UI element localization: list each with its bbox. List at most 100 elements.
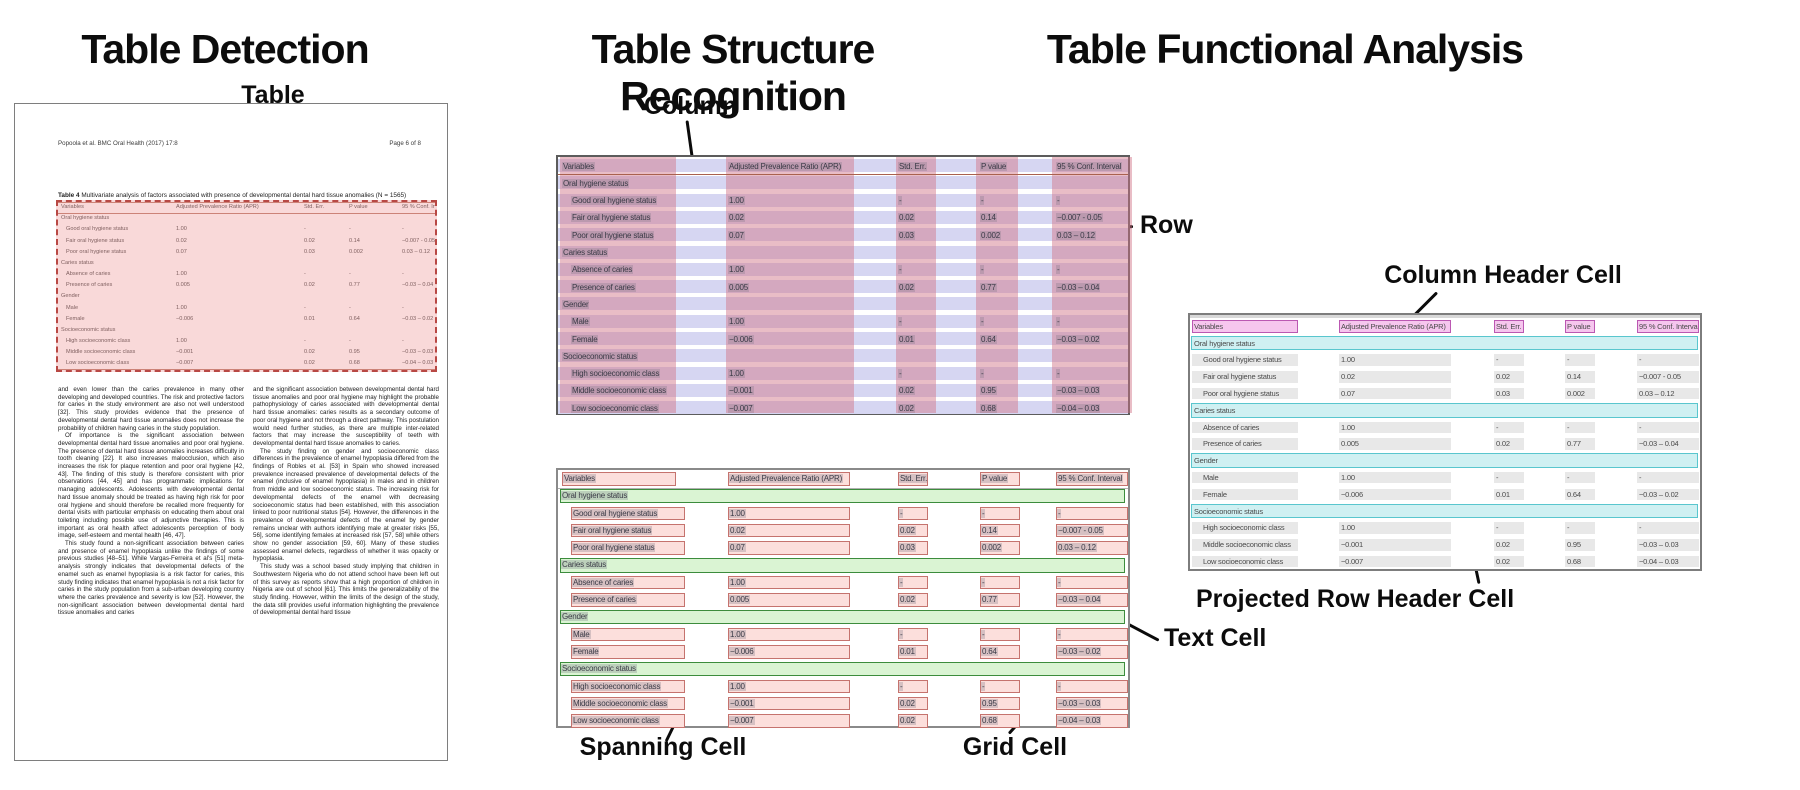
table-cell: 0.95 bbox=[980, 696, 1020, 711]
table-section-row: Gender bbox=[1190, 452, 1700, 469]
table-top-strip bbox=[1190, 315, 1700, 318]
table-cell: - bbox=[898, 265, 903, 275]
table-cell: 0.02 bbox=[304, 237, 315, 244]
table-rule bbox=[58, 368, 435, 370]
table-cell: - bbox=[1494, 471, 1524, 484]
table-section-row: Caries status bbox=[1190, 402, 1700, 419]
table-section-row: Caries status bbox=[58, 258, 435, 269]
table-section-row: Caries status bbox=[558, 244, 1128, 261]
column-header-cell: P value bbox=[980, 472, 1020, 486]
table-data-row: Low socioeconomic class −0.007 0.02 0.68 −0.… bbox=[558, 712, 1128, 729]
table-cell: 0.03 bbox=[304, 248, 315, 255]
table-cell: - bbox=[980, 506, 1020, 521]
table-cell: Female bbox=[1192, 488, 1298, 501]
table-data-row: Fair oral hygiene status 0.02 0.02 0.14 −0.0… bbox=[558, 209, 1128, 226]
table-cell: 0.03 bbox=[1494, 387, 1524, 400]
table-cell: −0.03 – 0.04 bbox=[402, 282, 434, 289]
table-cell: 0.02 bbox=[304, 282, 315, 289]
body-paragraph: The study finding on gender and socioeco… bbox=[253, 447, 439, 563]
table-cell: 0.02 bbox=[898, 523, 928, 538]
table-cell: 1.00 bbox=[1339, 522, 1451, 534]
table-cell: −0.007 - 0.05 bbox=[1637, 371, 1699, 383]
table-cell: High socioeconomic class bbox=[571, 679, 685, 694]
table-cell: 0.95 bbox=[980, 386, 997, 396]
table-cell: 1.00 bbox=[1339, 471, 1451, 484]
table-data-row: Middle socioeconomic class −0.001 0.02 0.95… bbox=[558, 382, 1128, 399]
table-cell: 0.02 bbox=[898, 403, 915, 413]
table-cell: −0.03 – 0.04 bbox=[1056, 282, 1101, 292]
table-cell: 1.00 bbox=[728, 265, 745, 275]
table-cell: Poor oral hygiene status bbox=[1192, 387, 1298, 400]
table-cell: −0.001 bbox=[1339, 539, 1451, 551]
spanning-cell: Oral hygiene status bbox=[560, 488, 1125, 504]
table-cell: −0.007 bbox=[728, 403, 754, 413]
table-cell: Absence of caries bbox=[571, 265, 634, 275]
table-cell: 0.77 bbox=[1565, 438, 1595, 450]
table-cell: Fair oral hygiene status bbox=[571, 523, 685, 538]
table-cell: Female bbox=[66, 315, 85, 322]
table-data-row: Fair oral hygiene status 0.02 0.02 0.14 −0.0… bbox=[58, 235, 435, 246]
panel-title-structure: Table Structure Recognition bbox=[591, 26, 876, 119]
table-cell: - bbox=[402, 226, 404, 233]
table-cell: 0.64 bbox=[980, 334, 997, 344]
table-cell: 0.64 bbox=[349, 315, 360, 322]
spanning-cell: Caries status bbox=[560, 558, 1125, 573]
callout-row: Row bbox=[1140, 211, 1193, 239]
table-cell: - bbox=[980, 679, 1020, 694]
table-cell: −0.03 – 0.02 bbox=[1056, 645, 1128, 659]
table-cell: −0.001 bbox=[176, 349, 194, 356]
table-data-row: Female −0.006 0.01 0.64 −0.03 – 0.02 bbox=[558, 643, 1128, 660]
table-cell: 0.14 bbox=[1565, 371, 1595, 383]
table-section-row: Socioeconomic status bbox=[1190, 503, 1700, 520]
table-caption-label: Table 4 bbox=[58, 192, 80, 199]
body-paragraph: and even lower than the caries prevalenc… bbox=[58, 386, 244, 432]
table-cell: - bbox=[1565, 471, 1595, 484]
table-cell: −0.04 – 0.03 bbox=[402, 360, 434, 367]
column-highlight-band bbox=[726, 157, 854, 413]
row-highlight-band bbox=[558, 176, 1128, 190]
table-cell: 1.00 bbox=[176, 226, 187, 233]
table-cell: 1.00 bbox=[1339, 354, 1451, 366]
table-cell: - bbox=[1637, 354, 1699, 366]
table-data-row: Good oral hygiene status 1.00 - - - bbox=[58, 224, 435, 235]
table-data-row: Presence of caries 0.005 0.02 0.77 −0.03 – 0… bbox=[558, 591, 1128, 608]
table-data-row: Presence of caries 0.005 0.02 0.77 −0.03 – 0… bbox=[558, 278, 1128, 295]
table-cell: 0.03 – 0.12 bbox=[1637, 387, 1699, 400]
body-paragraph: and the significant association between … bbox=[253, 386, 439, 447]
table-header-row: Variables Adjusted Prevalence Ratio (APR)… bbox=[58, 202, 435, 213]
row-highlight-band bbox=[558, 193, 1128, 207]
table-section-row: Gender bbox=[558, 608, 1128, 625]
table-cell: −0.03 – 0.03 bbox=[1056, 386, 1101, 396]
table-cell: Fair oral hygiene status bbox=[66, 237, 125, 244]
table-cell: 0.64 bbox=[1565, 488, 1595, 501]
table-cell: - bbox=[1637, 421, 1699, 434]
table-cell: 0.02 bbox=[898, 593, 928, 607]
table-cell: Absence of caries bbox=[571, 575, 685, 590]
document-table: Variables Adjusted Prevalence Ratio (APR)… bbox=[58, 202, 435, 370]
row-highlight-band bbox=[558, 245, 1128, 259]
table-data-row: Presence of caries 0.005 0.02 0.77 −0.03 – 0… bbox=[1190, 436, 1700, 453]
table-cell: 1.00 bbox=[728, 575, 850, 590]
document-running-header: Popoola et al. BMC Oral Health (2017) 17… bbox=[58, 140, 178, 147]
table-cell: Middle socioeconomic class bbox=[1192, 539, 1298, 551]
column-header-cell: 95 % Conf. Interval bbox=[1056, 472, 1128, 486]
table-cell: Socioeconomic status bbox=[562, 351, 638, 361]
table-cell: Gender bbox=[61, 293, 80, 300]
table-data-row: Female −0.006 0.01 0.64 −0.03 – 0.02 bbox=[58, 314, 435, 325]
table-cell: Good oral hygiene status bbox=[66, 226, 129, 233]
table-cell: 0.02 bbox=[728, 213, 745, 223]
table-cell: −0.03 – 0.03 bbox=[402, 349, 434, 356]
table-cell: - bbox=[898, 506, 928, 521]
table-section-row: Oral hygiene status bbox=[58, 213, 435, 224]
callout-column: Column bbox=[643, 92, 738, 120]
table-cell: 0.77 bbox=[349, 282, 360, 289]
projected-row-header-cell: Gender bbox=[1191, 453, 1698, 468]
table-cell: −0.006 bbox=[176, 315, 194, 322]
table-cell: Female bbox=[571, 645, 685, 659]
table-cell: 0.68 bbox=[349, 360, 360, 367]
table-cell: 1.00 bbox=[728, 369, 745, 379]
column-highlight-band bbox=[896, 157, 936, 413]
table-cell: 0.64 bbox=[980, 645, 1020, 659]
row-highlight-band bbox=[558, 383, 1128, 397]
table-cell: Male bbox=[571, 627, 685, 642]
